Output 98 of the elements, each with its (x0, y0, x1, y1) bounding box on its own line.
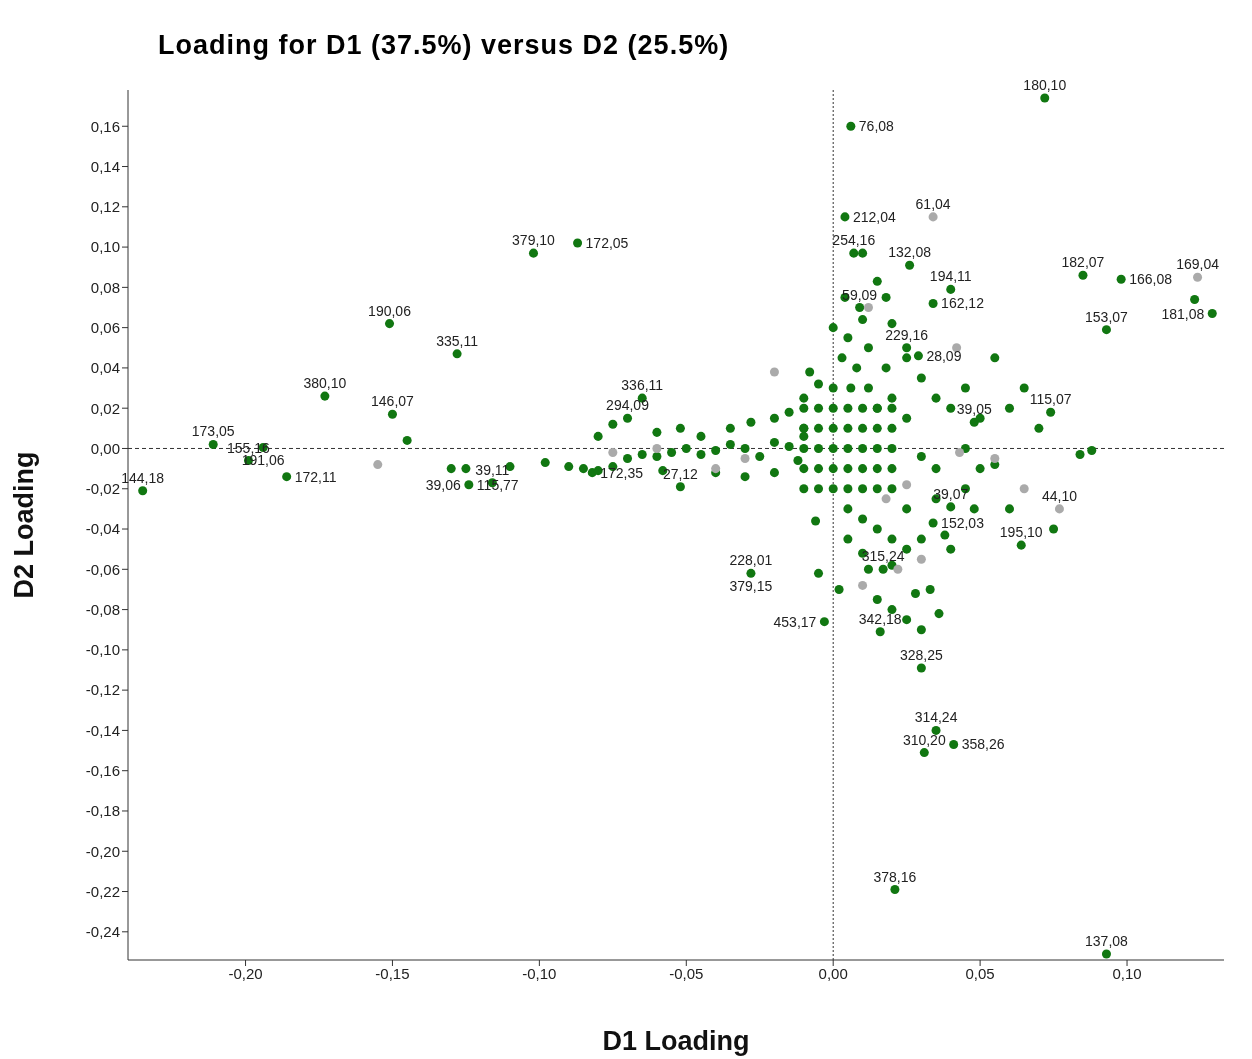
point (373, 460, 383, 470)
annotation: 335,11 (436, 332, 479, 349)
annotation: 27,12 (662, 465, 699, 482)
point (863, 302, 873, 313)
annotation: 378,16 (873, 868, 917, 885)
annotation: 115,77 (476, 476, 519, 493)
annotation: 152,03 (941, 514, 985, 531)
point (740, 454, 750, 464)
point (916, 554, 926, 564)
annotation: 228,01 (729, 552, 773, 569)
x-axis-title: D1 Loading (602, 1026, 750, 1056)
y-tick-label: 0,12 (90, 198, 120, 216)
annotation: 172,35 (600, 464, 644, 481)
y-tick-label: 0,04 (90, 359, 120, 377)
annotation: 28,09 (926, 347, 962, 364)
annotation: 39,07 (933, 485, 969, 502)
x-tick-label: 0,00 (818, 964, 848, 982)
annotation: 315,24 (861, 548, 905, 565)
y-tick-label: -0,02 (85, 480, 120, 498)
point (955, 447, 965, 458)
y-tick-label: 0,00 (90, 439, 120, 457)
annotation: 379,15 (729, 578, 773, 595)
annotation: 328,25 (899, 646, 943, 663)
annotation: 310,20 (902, 731, 946, 748)
y-tick-label: -0,20 (85, 842, 120, 860)
x-tick-label: -0,20 (228, 964, 263, 982)
y-tick-label: 0,14 (90, 157, 120, 175)
x-tick-label: 0,05 (965, 964, 995, 982)
annotation: 379,10 (512, 232, 556, 249)
y-tick-label: -0,10 (85, 641, 120, 659)
annotation: 137,08 (1085, 932, 1129, 949)
annotation: 314,24 (914, 709, 958, 726)
annotation: 61,04 (915, 195, 951, 212)
annotation: 153,07 (1085, 308, 1129, 325)
annotation: 194,11 (929, 268, 972, 285)
annotation: 39,05 (956, 401, 992, 418)
annotation: 172,11 (294, 468, 337, 485)
annotation: 169,04 (1176, 256, 1220, 273)
y-tick-label: -0,14 (85, 721, 120, 739)
y-tick-label: 0,16 (90, 117, 120, 135)
point (858, 580, 868, 590)
chart-title: Loading for D1 (37.5%) versus D2 (25.5%) (158, 30, 731, 62)
annotation: 190,06 (368, 302, 412, 319)
point (902, 480, 912, 490)
y-tick-label: -0,24 (85, 923, 120, 941)
y-tick-label: -0,16 (85, 762, 120, 780)
annotation: 358,26 (961, 736, 1005, 753)
point (652, 443, 662, 453)
point (881, 494, 891, 504)
point (1193, 272, 1203, 282)
y-tick-label: -0,18 (85, 802, 120, 820)
annotation: 294,09 (606, 397, 650, 414)
point (928, 212, 938, 222)
annotation: 132,08 (888, 244, 932, 261)
y-tick-label: 0,10 (90, 238, 120, 256)
annotation: 342,18 (858, 610, 902, 627)
annotation: 380,10 (303, 375, 347, 392)
point (1019, 484, 1029, 494)
point (990, 454, 1000, 464)
annotation: 173,05 (191, 423, 235, 440)
annotation: 195,10 (999, 524, 1043, 541)
point (1054, 504, 1064, 514)
annotation: 182,07 (1061, 254, 1105, 271)
annotation: 39,11 (475, 461, 510, 478)
annotation: 453,17 (773, 613, 817, 630)
x-tick-label: -0,15 (375, 964, 410, 982)
x-tick-label: 0,10 (1112, 964, 1142, 982)
y-tick-label: 0,08 (90, 278, 120, 296)
annotation: 172,05 (585, 235, 629, 252)
annotation: 115,07 (1029, 391, 1072, 408)
point (711, 464, 721, 474)
annotation: 254,16 (832, 232, 876, 249)
point (769, 367, 779, 377)
annotation: 59,09 (842, 286, 878, 303)
annotation: 229,16 (885, 326, 929, 343)
annotation: 39,06 (425, 476, 462, 493)
y-tick-label: -0,08 (85, 600, 120, 618)
annotation: 181,08 (1161, 305, 1205, 322)
y-tick-label: -0,06 (85, 560, 120, 578)
annotation: 336,11 (621, 377, 664, 394)
annotation: 166,08 (1129, 271, 1173, 288)
y-tick-label: 0,02 (90, 399, 120, 417)
y-tick-label: -0,12 (85, 681, 120, 699)
annotation: 162,12 (941, 295, 985, 312)
point (893, 564, 903, 574)
y-tick-label: 0,06 (90, 318, 120, 336)
x-tick-label: -0,05 (669, 964, 704, 982)
point (608, 447, 618, 458)
annotation: 76,08 (858, 118, 895, 135)
y-axis-title: D2 Loading (8, 451, 39, 599)
y-tick-label: -0,22 (85, 882, 120, 900)
x-tick-label: -0,10 (522, 964, 557, 982)
annotation: 180,10 (1023, 77, 1067, 94)
annotation: 144,18 (121, 469, 165, 486)
annotation: 146,07 (371, 393, 415, 410)
annotation: 212,04 (852, 208, 896, 225)
annotation: 44,10 (1041, 487, 1078, 504)
y-tick-label: -0,04 (85, 520, 120, 538)
